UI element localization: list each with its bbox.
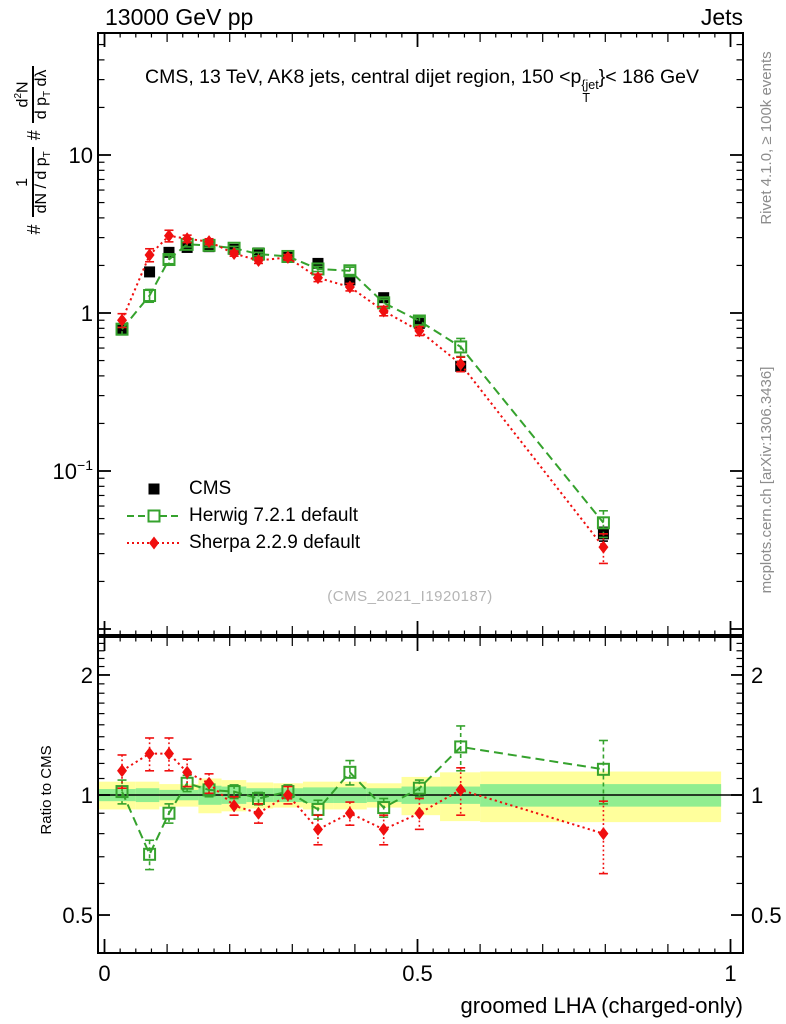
legend-label-cms: CMS: [189, 477, 232, 499]
series-main-sherpa: [117, 229, 609, 565]
rivet-version-note: Rivet 4.1.0, ≥ 100k events: [758, 51, 775, 225]
ylabel-frac1-numerator: 1: [13, 177, 31, 187]
svg-text:0.5: 0.5: [751, 903, 782, 928]
mcplots-reference-note: mcplots.cern.ch [arXiv:1306.3436]: [758, 366, 775, 594]
plot-title-text: CMS, 13 TeV, AK8 jets, central dijet reg…: [145, 66, 582, 88]
cms-marker-icon: [148, 483, 160, 494]
x-tick-labels: 0 0.5 1: [98, 961, 736, 986]
ylabel-hash-2: #: [23, 130, 44, 141]
beam-energy-label: 13000 GeV pp: [105, 4, 254, 30]
x-axis-ticks: [103, 33, 732, 953]
pt-superscript: {jet: [581, 78, 599, 92]
ratio-y-tick-labels: 2 2 1 1 0.5 0.5: [62, 663, 781, 928]
main-y-ticks: [98, 43, 743, 630]
legend-item-sherpa: Sherpa 2.2.9 default: [126, 529, 360, 556]
svg-text:0.5: 0.5: [62, 903, 93, 928]
svg-text:1: 1: [81, 301, 93, 326]
svg-text:1: 1: [81, 783, 93, 808]
sherpa-marker-icon: [127, 536, 181, 549]
svg-text:1: 1: [724, 961, 736, 986]
main-y-tick-labels: 10 1 10−1: [53, 143, 94, 484]
legend-item-herwig: Herwig 7.2.1 default: [126, 502, 360, 529]
ylabel-fraction-2: d2N d pT dλ: [13, 65, 54, 124]
ratio-axis-label: Ratio to CMS: [38, 745, 55, 835]
herwig-marker-icon: [127, 509, 181, 522]
analysis-id-watermark: (CMS_2021_I1920187): [327, 588, 493, 605]
svg-text:0: 0: [98, 961, 110, 986]
legend-label-herwig: Herwig 7.2.1 default: [189, 504, 358, 526]
svg-text:10−1: 10−1: [53, 457, 94, 484]
ylabel-fraction-1: 1 dN / d pT: [13, 147, 54, 218]
pt-subscript: T: [582, 90, 590, 105]
ylabel-hash-1: #: [23, 224, 44, 235]
svg-text:10: 10: [69, 143, 93, 168]
svg-text:1: 1: [751, 783, 763, 808]
analysis-group-label: Jets: [700, 4, 743, 30]
plot-title-tail: }< 186 GeV: [598, 66, 699, 88]
series-ratio-sherpa: [117, 737, 609, 875]
x-axis-label: groomed LHA (charged-only): [460, 993, 743, 1018]
svg-text:2: 2: [751, 663, 763, 688]
y-axis-label: # 1 dN / d pT # d2N d pT dλ: [7, 27, 61, 273]
legend-label-sherpa: Sherpa 2.2.9 default: [189, 531, 361, 553]
plot-title: CMS, 13 TeV, AK8 jets, central dijet reg…: [98, 66, 746, 104]
ylabel-frac2-numerator: d2N: [13, 81, 32, 108]
svg-text:0.5: 0.5: [402, 961, 433, 986]
legend: CMS Herwig 7.2.1 default Sherpa 2.2.9 de…: [126, 475, 360, 556]
legend-item-cms: CMS: [126, 475, 360, 502]
ylabel-frac1-denominator: dN / d pT: [31, 147, 54, 218]
ylabel-frac2-denominator: d pT dλ: [32, 65, 54, 124]
pt-sup-sub: {jet T: [581, 79, 598, 104]
ratio-y-ticks: [98, 642, 743, 916]
svg-text:2: 2: [81, 663, 93, 688]
series-main-herwig: [115, 237, 610, 539]
